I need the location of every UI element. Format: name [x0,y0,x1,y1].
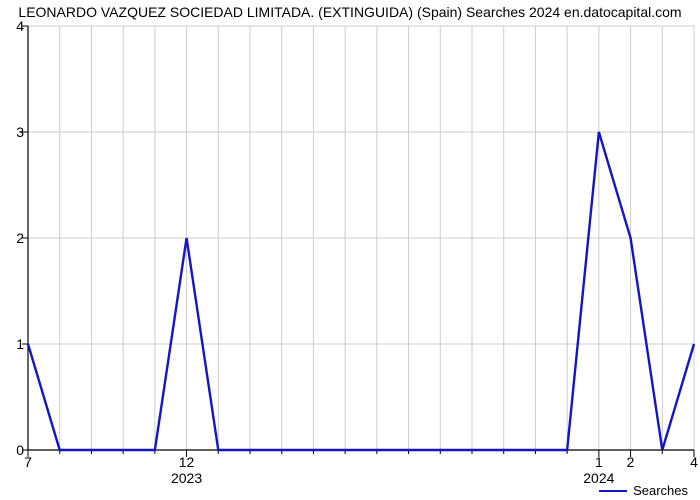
y-tick-label: 3 [6,124,24,140]
chart-plot-area [0,0,700,500]
legend: Searches [599,483,688,498]
y-tick-label: 0 [6,442,24,458]
legend-line [599,490,627,492]
y-tick-label: 1 [6,336,24,352]
x-tick-label: 2 [627,454,635,470]
x-tick-label: 1 [595,454,603,470]
y-tick-label: 2 [6,230,24,246]
x-tick-label: 7 [24,454,32,470]
x-tick-label: 12 [179,454,195,470]
x-tick-year-label: 2023 [171,470,202,486]
legend-label: Searches [633,483,688,498]
x-tick-label: 4 [690,454,698,470]
y-tick-label: 4 [6,18,24,34]
